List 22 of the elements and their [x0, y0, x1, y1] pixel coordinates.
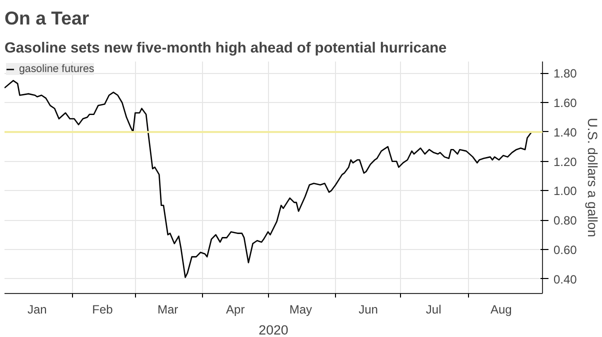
- chart-subtitle: Gasoline sets new five-month high ahead of potential hurricane: [4, 40, 447, 56]
- x-tick-label: Jul: [426, 302, 442, 316]
- y-axis-title: U.S. dollars a gallon: [584, 118, 600, 238]
- x-tick-label: Aug: [490, 302, 512, 316]
- x-tick-label: May: [289, 302, 312, 316]
- line-series: [4, 80, 532, 278]
- x-tick-label: Jun: [358, 302, 378, 316]
- y-tick-label: 1.00: [554, 184, 578, 198]
- x-tick-label: Apr: [226, 302, 245, 316]
- y-tick-label: 1.40: [554, 125, 578, 140]
- chart-title: On a Tear: [4, 8, 90, 28]
- x-tick-label: Mar: [158, 302, 178, 316]
- y-tick-label: 1.80: [554, 66, 578, 81]
- y-tick-label: 0.40: [554, 272, 578, 286]
- x-tick-label: Jan: [28, 302, 47, 316]
- legend-label: gasoline futures: [19, 63, 94, 75]
- y-tick-label: 1.60: [554, 96, 578, 110]
- y-tick-label: 1.20: [554, 154, 578, 169]
- y-tick-label: 0.60: [554, 242, 578, 257]
- x-axis-title: 2020: [258, 322, 288, 337]
- y-tick-label: 0.80: [554, 214, 578, 228]
- x-tick-label: Feb: [92, 302, 114, 316]
